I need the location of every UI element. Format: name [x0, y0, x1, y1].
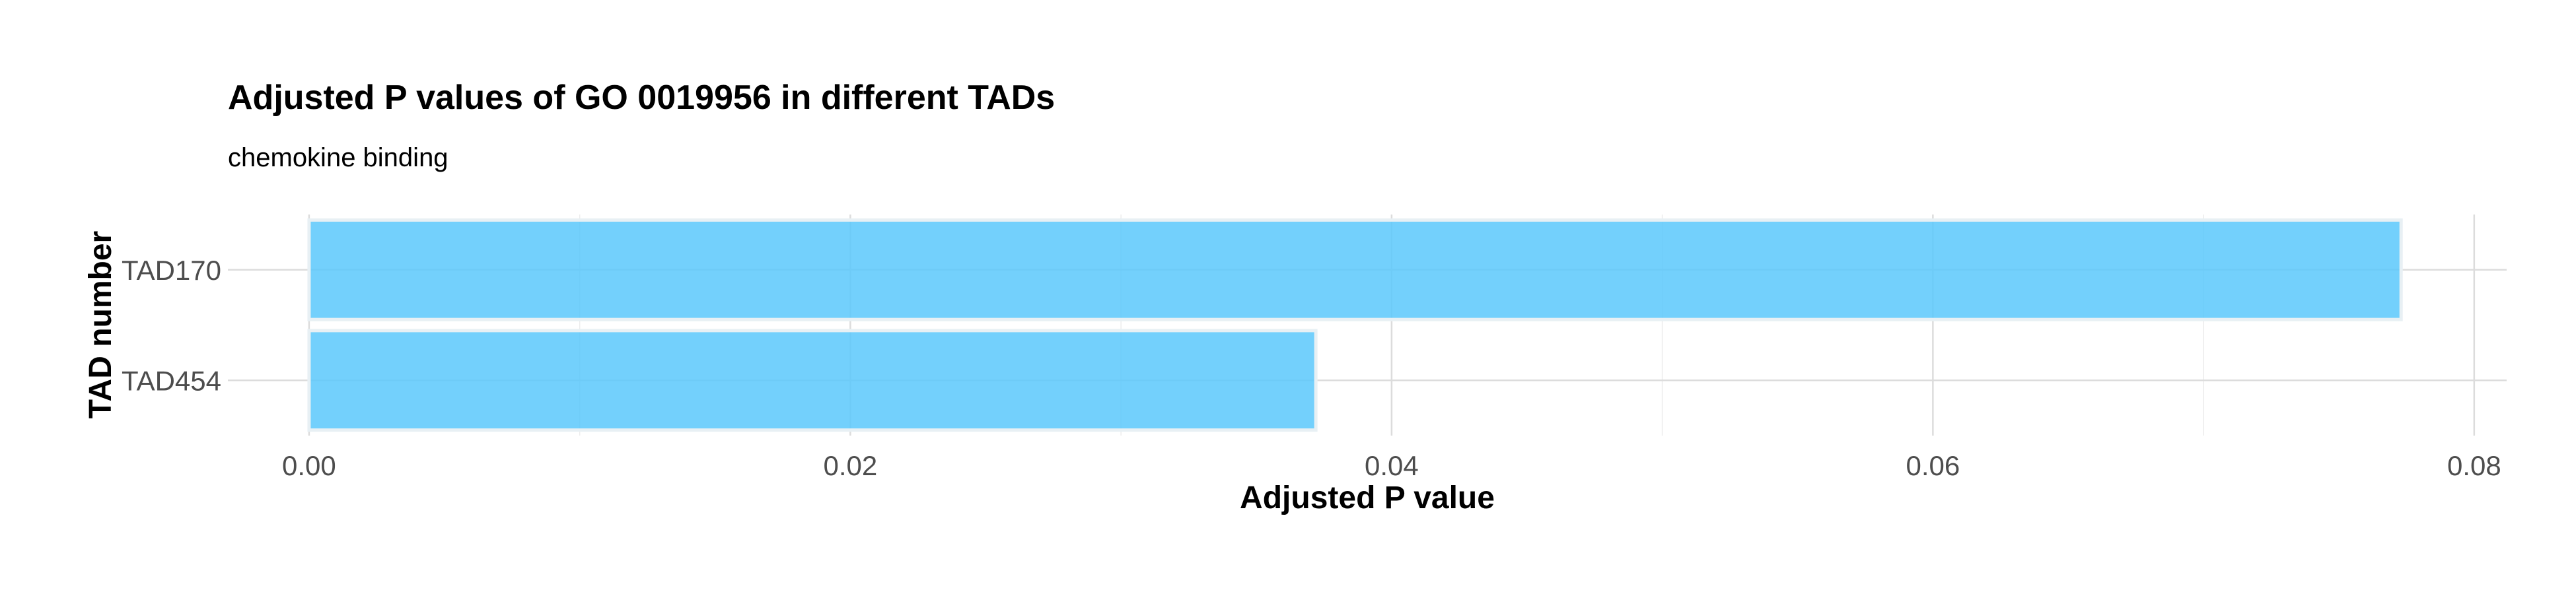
y-tick-label: TAD170 [122, 255, 221, 286]
x-tick-labels: 0.00 0.02 0.04 0.06 0.08 [282, 450, 2501, 481]
x-axis-title: Adjusted P value [1240, 480, 1495, 515]
bar-tad454 [307, 329, 1318, 432]
bar-tad170 [307, 218, 2403, 321]
y-tick-label: TAD454 [122, 365, 221, 396]
x-tick-label: 0.00 [282, 450, 336, 481]
chart-title: Adjusted P values of GO 0019956 in diffe… [228, 79, 1055, 117]
chart-subtitle: chemokine binding [228, 143, 448, 172]
x-tick-label: 0.06 [1906, 450, 1960, 481]
x-tick-label: 0.02 [824, 450, 878, 481]
y-tick-labels: TAD170 TAD454 [122, 255, 221, 397]
y-axis-title: TAD number [83, 231, 118, 418]
x-tick-label: 0.08 [2447, 450, 2501, 481]
bars [307, 218, 2403, 432]
x-tick-label: 0.04 [1365, 450, 1419, 481]
